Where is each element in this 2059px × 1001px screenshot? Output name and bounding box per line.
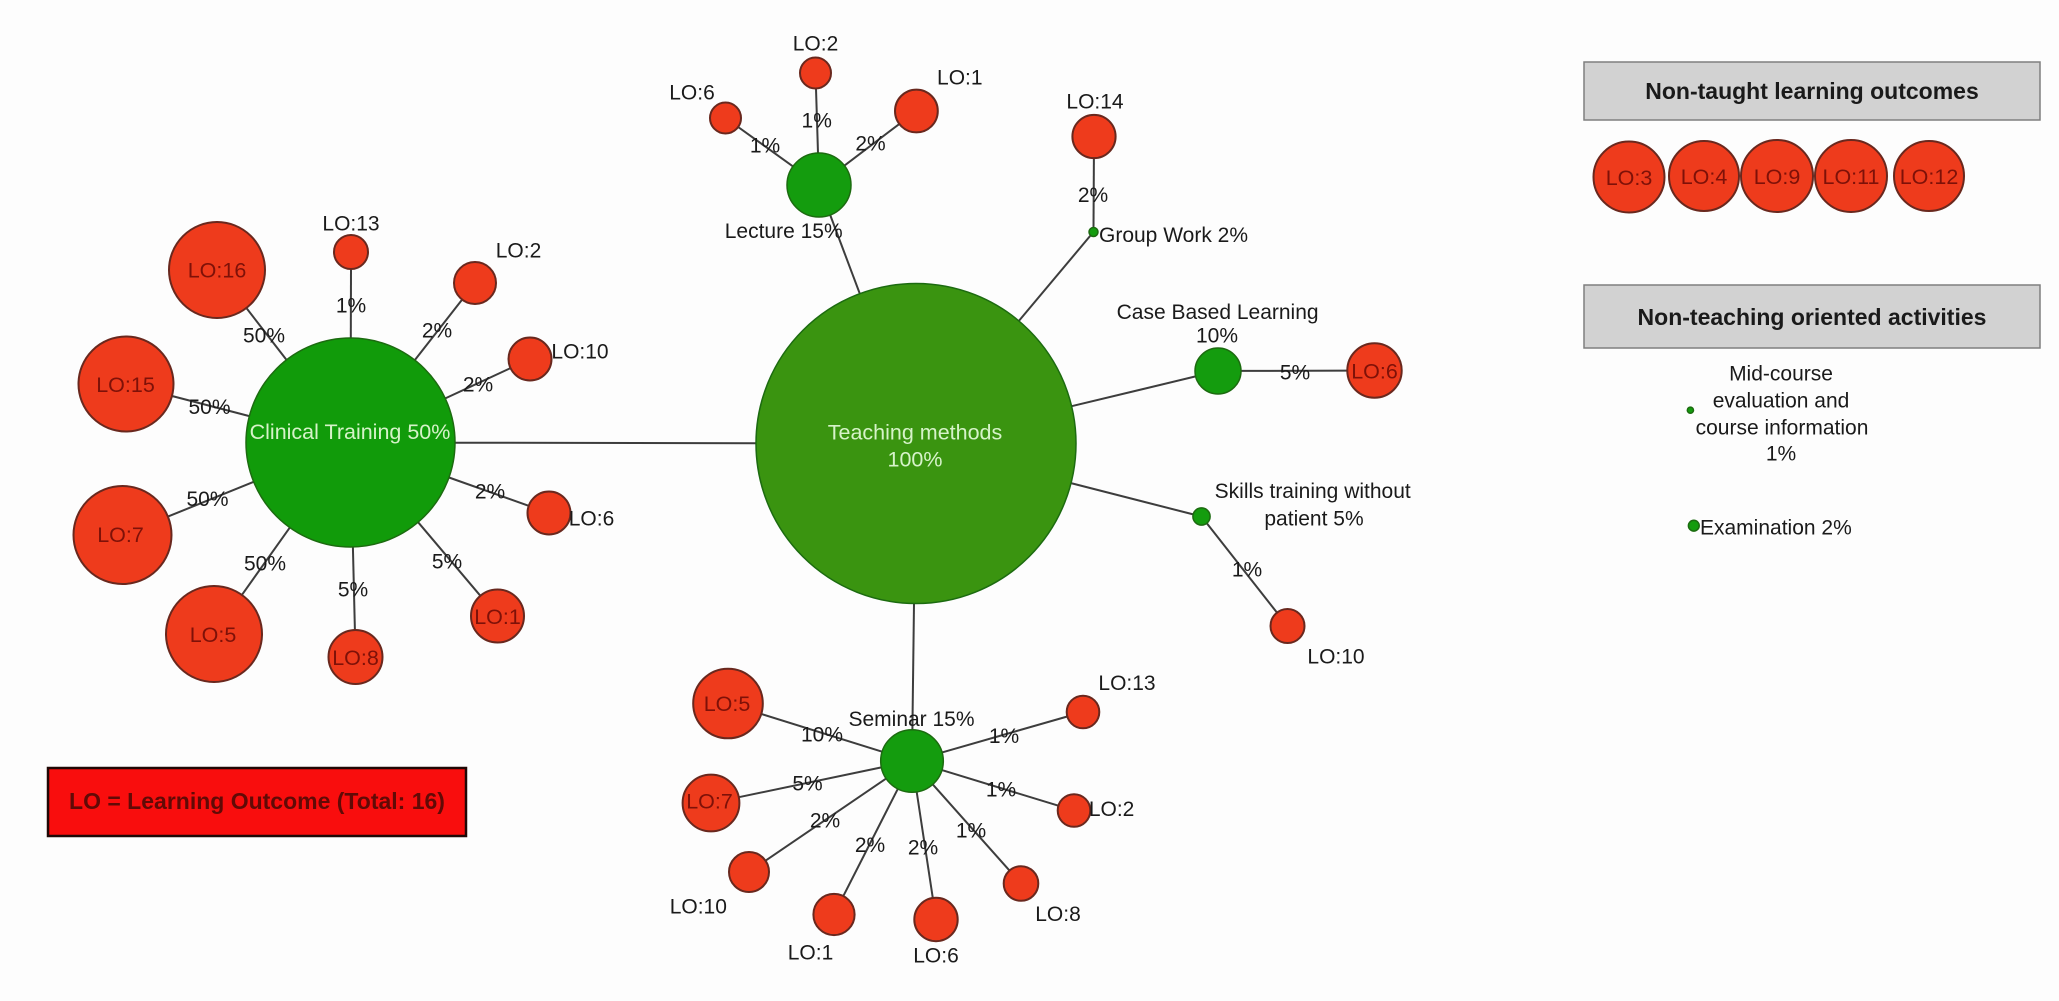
svg-text:Seminar 15%: Seminar 15% xyxy=(848,708,974,731)
svg-text:2%: 2% xyxy=(475,480,505,503)
svg-text:10%: 10% xyxy=(1196,324,1238,347)
svg-text:Non-teaching oriented activiti: Non-teaching oriented activities xyxy=(1638,304,1987,330)
svg-text:1%: 1% xyxy=(956,819,986,842)
svg-text:2%: 2% xyxy=(422,319,452,342)
svg-text:LO:10: LO:10 xyxy=(670,895,727,918)
svg-text:LO:3: LO:3 xyxy=(1606,166,1653,190)
svg-text:5%: 5% xyxy=(792,772,822,795)
svg-text:LO:5: LO:5 xyxy=(704,692,751,716)
svg-text:2%: 2% xyxy=(463,373,493,396)
svg-text:LO:13: LO:13 xyxy=(322,212,379,235)
svg-text:1%: 1% xyxy=(1766,442,1796,465)
svg-text:LO:8: LO:8 xyxy=(1035,903,1081,926)
svg-text:2%: 2% xyxy=(855,132,885,155)
svg-text:1%: 1% xyxy=(802,109,832,132)
svg-text:evaluation and: evaluation and xyxy=(1713,389,1850,412)
svg-text:LO:9: LO:9 xyxy=(1754,165,1801,189)
svg-text:50%: 50% xyxy=(188,396,230,419)
svg-text:Non-taught learning outcomes: Non-taught learning outcomes xyxy=(1645,78,1979,104)
svg-text:2%: 2% xyxy=(1078,184,1108,207)
svg-text:LO:7: LO:7 xyxy=(686,790,733,814)
svg-text:LO = Learning Outcome (Total:: LO = Learning Outcome (Total: 16) xyxy=(69,788,445,814)
svg-text:LO:11: LO:11 xyxy=(1823,165,1880,189)
svg-text:LO:6: LO:6 xyxy=(669,81,715,104)
svg-text:LO:8: LO:8 xyxy=(332,646,379,670)
svg-text:LO:16: LO:16 xyxy=(188,259,247,283)
svg-text:LO:2: LO:2 xyxy=(1089,798,1135,821)
svg-text:5%: 5% xyxy=(338,578,368,601)
svg-text:LO:14: LO:14 xyxy=(1066,90,1124,113)
svg-text:LO:1: LO:1 xyxy=(937,66,983,89)
svg-text:LO:2: LO:2 xyxy=(793,32,839,55)
svg-text:2%: 2% xyxy=(855,834,885,857)
svg-text:Clinical Training 50%: Clinical Training 50% xyxy=(250,420,451,444)
svg-text:course information: course information xyxy=(1696,416,1869,439)
svg-text:LO:15: LO:15 xyxy=(96,373,155,397)
svg-text:patient 5%: patient 5% xyxy=(1264,507,1363,530)
svg-text:1%: 1% xyxy=(989,725,1019,748)
svg-text:Lecture 15%: Lecture 15% xyxy=(725,220,843,243)
svg-text:LO:4: LO:4 xyxy=(1681,165,1728,189)
svg-text:Examination 2%: Examination 2% xyxy=(1700,516,1852,539)
svg-text:10%: 10% xyxy=(801,723,843,746)
svg-text:2%: 2% xyxy=(810,809,840,832)
svg-text:LO:5: LO:5 xyxy=(190,623,237,647)
svg-text:Case Based Learning: Case Based Learning xyxy=(1117,301,1319,324)
svg-text:LO:6: LO:6 xyxy=(1351,360,1398,384)
svg-text:LO:6: LO:6 xyxy=(913,944,959,967)
svg-text:LO:1: LO:1 xyxy=(474,605,521,629)
svg-text:LO:6: LO:6 xyxy=(569,507,615,530)
svg-text:50%: 50% xyxy=(186,488,228,511)
svg-text:50%: 50% xyxy=(243,324,285,347)
svg-text:LO:13: LO:13 xyxy=(1098,672,1155,695)
svg-text:5%: 5% xyxy=(1280,361,1310,384)
svg-text:1%: 1% xyxy=(750,134,780,157)
svg-text:1%: 1% xyxy=(986,778,1016,801)
svg-text:5%: 5% xyxy=(432,550,462,573)
svg-text:1%: 1% xyxy=(336,294,366,317)
svg-text:LO:10: LO:10 xyxy=(551,340,608,363)
svg-text:100%: 100% xyxy=(888,448,943,472)
svg-text:Skills training without: Skills training without xyxy=(1215,480,1411,503)
svg-text:Teaching methods: Teaching methods xyxy=(828,421,1003,445)
svg-text:LO:2: LO:2 xyxy=(496,239,542,262)
svg-text:LO:12: LO:12 xyxy=(1900,165,1959,189)
svg-text:Mid-course: Mid-course xyxy=(1729,362,1833,385)
svg-text:Group Work 2%: Group Work 2% xyxy=(1099,224,1248,247)
svg-text:1%: 1% xyxy=(1232,558,1262,581)
svg-text:50%: 50% xyxy=(244,552,286,575)
svg-text:LO:10: LO:10 xyxy=(1307,645,1364,668)
svg-text:LO:7: LO:7 xyxy=(97,523,144,547)
svg-text:LO:1: LO:1 xyxy=(788,941,834,964)
svg-text:2%: 2% xyxy=(908,836,938,859)
